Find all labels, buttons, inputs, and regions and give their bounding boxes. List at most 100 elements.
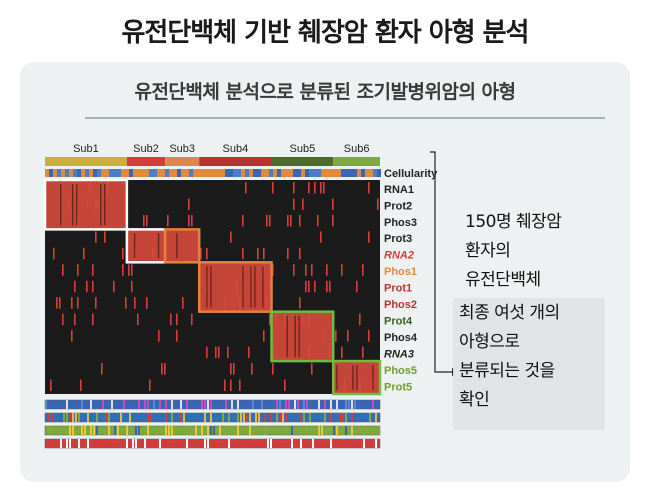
annotation-strip-cell	[90, 439, 92, 448]
annotation-strip-cell	[108, 426, 110, 435]
annotation-strip-cell	[375, 413, 377, 422]
annotation-strip-cell	[318, 426, 320, 435]
heatmap-mark	[323, 182, 325, 194]
subtype-block-outline	[270, 310, 335, 363]
heatmap-mark	[314, 182, 316, 194]
annotation-strip-cell	[45, 400, 47, 409]
heatmap-mark	[262, 266, 264, 308]
cellularity-cell	[261, 169, 265, 177]
heatmap-mark	[299, 247, 301, 260]
heatmap-mark	[100, 184, 102, 226]
heatmap-mark	[76, 184, 78, 226]
cellularity-cell	[281, 169, 285, 177]
annotation-strip-cell	[306, 426, 308, 435]
annotation-strip-cell	[249, 413, 251, 422]
cellularity-cell	[253, 169, 257, 177]
heatmap-mark	[143, 214, 145, 227]
annotation-strip-cell	[186, 426, 188, 435]
annotation-strip-cell	[204, 426, 206, 435]
cellularity-cell	[105, 169, 109, 177]
subtype-block-outline	[331, 359, 382, 396]
annotation-strip-cell	[102, 400, 104, 409]
heatmap-mark	[74, 280, 76, 293]
annotation-strip-cell	[96, 439, 98, 448]
cellularity-cell	[209, 169, 213, 177]
cellularity-cell	[141, 169, 145, 177]
heatmap-mark	[230, 379, 232, 391]
annotation-strip-cell	[267, 439, 269, 448]
annotation-strip-cell	[171, 400, 173, 409]
annotation-strip-cell	[126, 439, 128, 448]
heatmap-mark	[287, 247, 289, 260]
annotation-strip-cell	[144, 400, 146, 409]
cellularity-cell	[233, 169, 237, 177]
heatmap-mark	[356, 280, 358, 293]
annotation-strip-cell	[321, 426, 323, 435]
heatmap-mark	[299, 214, 301, 227]
cellularity-cell	[301, 169, 305, 177]
heatmap-mark	[146, 297, 148, 309]
cellularity-cell	[149, 169, 153, 177]
annotation-strip-cell	[180, 400, 182, 409]
annotation-strip-cell	[180, 413, 182, 422]
annotation-strip-cell	[234, 426, 236, 435]
heatmap-mark	[251, 363, 253, 375]
annotation-strip-cell	[126, 426, 128, 435]
heatmap-mark	[272, 264, 274, 276]
heatmap-mark	[77, 297, 79, 309]
heatmap-mark	[239, 379, 241, 391]
annotation-strip-cell	[348, 426, 350, 435]
cellularity-cell	[197, 169, 201, 177]
annotation-strip-cell	[330, 400, 332, 409]
heatmap-mark	[167, 214, 169, 227]
heatmap-mark	[59, 297, 61, 309]
cellularity-cell	[277, 169, 281, 177]
annotation-strip-cell	[237, 426, 239, 435]
heatmap-mark	[245, 182, 247, 194]
page-title: 유전단백체 기반 췌장암 환자 아형 분석	[121, 18, 530, 48]
annotation-strip-cell	[144, 439, 146, 448]
heatmap-mark	[308, 280, 310, 293]
annotation-strip-cell	[375, 439, 377, 448]
cellularity-cell	[369, 169, 373, 177]
annotation-strip-cell	[87, 439, 89, 448]
heatmap-mark	[191, 313, 193, 326]
heatmap-mark	[71, 297, 73, 309]
cellularity-cell	[97, 169, 101, 177]
heatmap-mark	[352, 365, 354, 390]
annotation-strip-cell	[210, 439, 212, 448]
figure-card: 유전단백체 분석으로 분류된 조기발병위암의 아형 Sub1 Sub2 Sub3 Su…	[20, 62, 630, 482]
heatmap-mark	[60, 184, 62, 226]
cellularity-cell	[285, 169, 289, 177]
annotation-strip-cell	[231, 400, 233, 409]
cellularity-cell	[245, 169, 249, 177]
cellularity-cell	[221, 169, 225, 177]
annotation-strip-cell	[336, 400, 338, 409]
annotation-strip-cell	[234, 439, 236, 448]
cellularity-cell	[297, 169, 301, 177]
annotation-strip-cell	[201, 426, 203, 435]
heatmap-mark	[77, 264, 79, 276]
annotation-strip-cell	[198, 439, 200, 448]
caption-highlight-line: 최종 여섯 개의	[459, 303, 560, 323]
cellularity-cell	[321, 169, 325, 177]
cellularity-cell	[169, 169, 173, 177]
annotation-strip-cell	[369, 413, 371, 422]
subtype-block	[126, 229, 166, 263]
cellularity-cell	[373, 169, 377, 177]
annotation-strip-cell	[150, 413, 152, 422]
annotation-strip-cell	[195, 439, 197, 448]
cellularity-cell	[353, 169, 357, 177]
heatmap-mark	[188, 198, 190, 210]
annotation-strip-cell	[225, 400, 227, 409]
subtype-block	[45, 180, 127, 230]
annotation-strip-cell	[114, 426, 116, 435]
cellularity-cell	[109, 169, 113, 177]
annotation-strip-cell	[333, 426, 335, 435]
annotation-strip-cell	[306, 400, 308, 409]
row-label: RNA2	[384, 250, 414, 262]
card-subtitle: 유전단백체 분석으로 분류된 조기발병위암의 아형	[134, 81, 516, 103]
annotation-strip-cell	[336, 439, 338, 448]
heatmap-mark	[176, 330, 178, 342]
cellularity-cell	[317, 169, 321, 177]
